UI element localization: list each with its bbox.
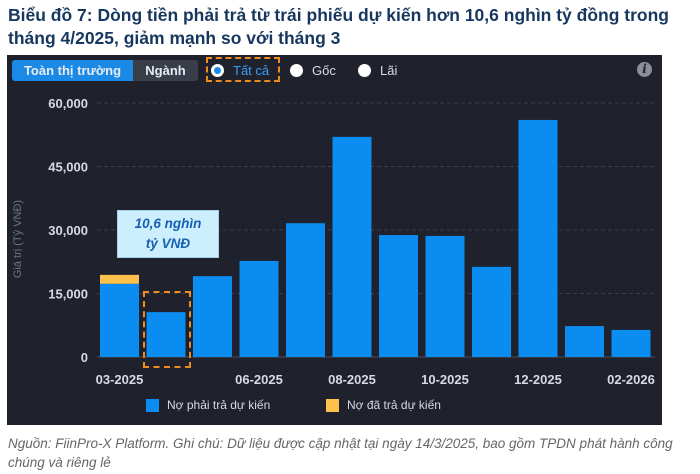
radio-icon [290, 63, 303, 77]
bar-12-2025-due [518, 119, 558, 357]
bar-03-2025-due [100, 283, 139, 357]
y-tick-label: 0 [81, 350, 88, 365]
radio-label: Lãi [380, 62, 398, 78]
bar-06-2025-due [239, 260, 279, 357]
x-tick-label: 08-2025 [328, 372, 376, 387]
legend-swatch [146, 398, 159, 412]
tab-nganh[interactable]: Ngành [133, 60, 198, 81]
radio-tat-ca[interactable]: Tất cả [211, 62, 269, 78]
highlight-box-april [143, 291, 191, 368]
radio-lai[interactable]: Lãi [358, 62, 397, 78]
x-tick-label: 06-2025 [235, 372, 283, 387]
legend-swatch [326, 398, 339, 412]
bar-10-2025-due [425, 235, 465, 357]
panel-edge-mask [662, 55, 700, 425]
bar-09-2025-due [379, 235, 418, 357]
legend-item-due[interactable]: Nợ phải trả dự kiến [146, 398, 270, 412]
info-icon[interactable]: i [637, 62, 652, 77]
x-tick-label: 03-2025 [96, 372, 144, 387]
radio-selected-icon [211, 63, 224, 77]
bar-07-2025-due [286, 223, 325, 357]
x-tick-label: 02-2026 [607, 372, 655, 387]
bar-03-2025-paid [100, 274, 139, 284]
tab-toan-thi-truong[interactable]: Toàn thị trường [12, 60, 133, 81]
y-tick-label: 15,000 [48, 287, 88, 302]
chart-title: Biểu đồ 7: Dòng tiền phải trả từ trái ph… [8, 5, 669, 48]
bar-04-2025-due [146, 312, 186, 357]
highlight-box-tat-ca [206, 57, 280, 82]
bar-02-2026-due [611, 329, 651, 357]
legend-item-paid[interactable]: Nợ đã trả dự kiến [326, 398, 441, 412]
y-tick-label: 60,000 [48, 96, 88, 111]
source-note: Nguồn: FiinPro-X Platform. Ghi chú: Dữ l… [8, 436, 673, 470]
radio-label: Tất cả [233, 62, 270, 78]
annotation-line: tỷ VNĐ [145, 236, 191, 251]
radio-label: Gốc [312, 62, 336, 78]
bar-11-2025-due [472, 266, 511, 357]
legend-label: Nợ phải trả dự kiến [167, 398, 271, 412]
radio-goc[interactable]: Gốc [290, 62, 336, 78]
annotation-line: 10,6 nghìn [134, 216, 202, 231]
x-tick-label: 12-2025 [514, 372, 562, 387]
bar-05-2025-due [193, 276, 232, 357]
bar-08-2025-due [332, 136, 372, 357]
radio-icon [358, 63, 371, 77]
x-tick-label: 10-2025 [421, 372, 469, 387]
annotation-box: 10,6 nghìn tỷ VNĐ [117, 210, 219, 258]
y-tick-label: 30,000 [48, 223, 88, 238]
legend-label: Nợ đã trả dự kiến [347, 398, 441, 412]
y-tick-label: 45,000 [48, 160, 88, 175]
bar-01-2026-due [565, 326, 604, 357]
